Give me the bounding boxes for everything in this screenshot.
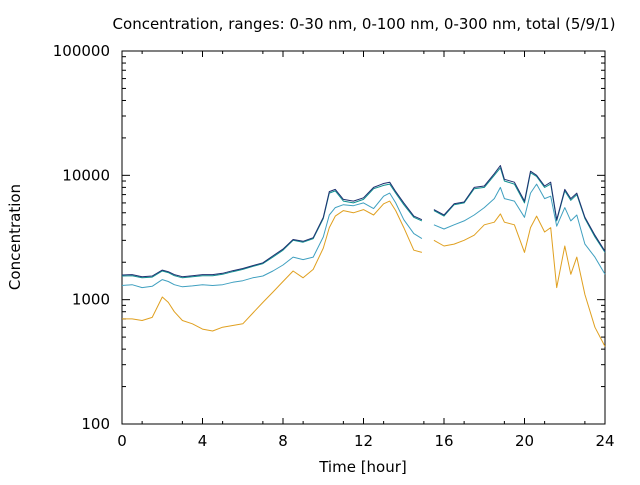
y-tick-label: 1000 <box>72 291 110 309</box>
y-tick-label: 10000 <box>62 166 110 184</box>
y-tick-label: 100000 <box>53 42 110 60</box>
series-lines <box>121 165 606 347</box>
series-line-1 <box>122 200 606 347</box>
x-tick-label: 16 <box>434 432 453 450</box>
x-tick-label: 12 <box>354 432 373 450</box>
x-tick-label: 20 <box>515 432 534 450</box>
series-line-2 <box>121 183 606 289</box>
x-tick-label: 24 <box>595 432 614 450</box>
x-tick-label: 0 <box>117 432 127 450</box>
series-line-4 <box>121 165 606 278</box>
y-axis-label: Concentration <box>6 184 24 290</box>
plot-frame-border <box>121 50 606 425</box>
x-axis-label: Time [hour] <box>318 458 407 476</box>
y-tick-label: 100 <box>81 415 110 433</box>
axis-ticks: 0 4 8 12 16 20 24 100 1000 10000 100000 <box>53 42 615 450</box>
x-tick-label: 4 <box>198 432 208 450</box>
chart-title: Concentration, ranges: 0-30 nm, 0-100 nm… <box>113 15 616 33</box>
x-tick-label: 8 <box>278 432 288 450</box>
plot-frame <box>121 50 606 425</box>
